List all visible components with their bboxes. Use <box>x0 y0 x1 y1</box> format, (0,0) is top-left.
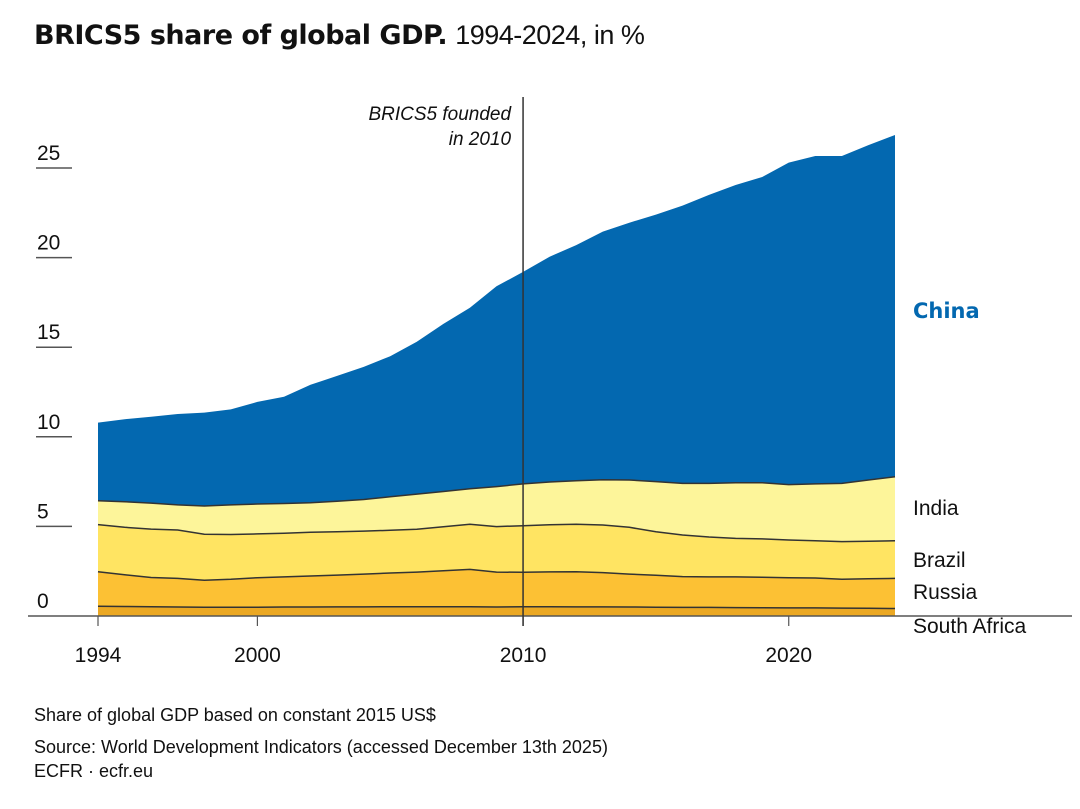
annotation-text: in 2010 <box>449 129 512 150</box>
area-layers <box>97 135 896 616</box>
series-label-russia: Russia <box>913 581 978 604</box>
area-china <box>98 135 895 506</box>
footer-source: Source: World Development Indicators (ac… <box>34 737 608 757</box>
y-tick-label: 5 <box>37 500 49 523</box>
series-label-south-africa: South Africa <box>913 615 1027 638</box>
footer-credit: ECFR · ecfr.eu <box>34 761 154 781</box>
series-labels: South Africa Russia Brazil India China <box>913 299 1027 638</box>
boundary-line-russia <box>97 568 896 581</box>
y-tick-label: 10 <box>37 411 60 434</box>
x-tick-label: 2020 <box>765 644 812 667</box>
y-tick-label: 25 <box>37 142 60 165</box>
area-south-africa <box>98 606 895 616</box>
chart-title-subtitle: 1994-2024, in % <box>455 20 645 50</box>
chart-title-bold: BRICS5 share of global GDP. <box>34 20 448 51</box>
y-tick-label: 0 <box>37 590 49 613</box>
series-label-china: China <box>913 299 980 323</box>
x-tick-label: 2000 <box>234 644 281 667</box>
x-axis: 1994 2000 2010 2020 <box>28 615 1072 667</box>
y-tick-label: 20 <box>37 232 60 255</box>
series-label-brazil: Brazil <box>913 549 966 572</box>
boundary-line-india <box>97 476 896 507</box>
x-tick-label: 2010 <box>500 644 547 667</box>
area-brazil <box>98 524 895 581</box>
area-india <box>98 476 895 542</box>
boundary-line-south-africa <box>97 605 896 610</box>
chart-title: BRICS5 share of global GDP. 1994-2024, i… <box>34 20 645 51</box>
y-tick-label: 15 <box>37 321 60 344</box>
y-axis: 0 5 10 15 20 25 <box>36 142 72 613</box>
footer-note: Share of global GDP based on constant 20… <box>34 705 436 725</box>
area-russia <box>98 569 895 609</box>
annotation-text: BRICS5 founded <box>368 104 512 125</box>
x-tick-label: 1994 <box>75 644 122 667</box>
annotation: BRICS5 founded in 2010 <box>368 97 524 626</box>
series-label-india: India <box>913 497 959 520</box>
boundary-line-brazil <box>97 523 896 543</box>
stacked-area-chart: 0 5 10 15 20 25 1994 2000 2010 2020 BRICS5 found… <box>28 97 1072 667</box>
